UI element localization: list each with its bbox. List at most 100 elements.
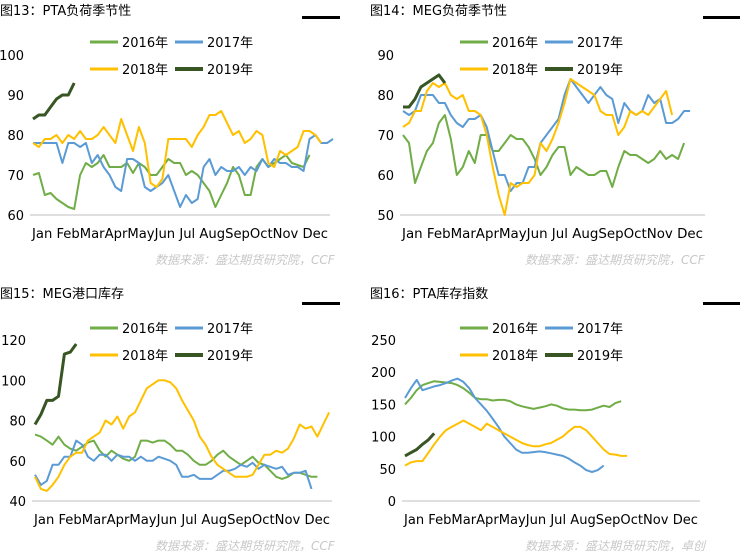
chart-panel-meg-port-stock: 图15：MEG港口库存 40 60 80 100 120 Jan FebMarAprMay… <box>0 283 370 553</box>
series-line-2019 <box>33 343 78 426</box>
series-line-2018 <box>402 78 674 216</box>
y-tick-label: 120 <box>1 334 26 349</box>
x-tick-label: Nov <box>275 513 305 528</box>
y-tick-label: 80 <box>7 129 24 144</box>
legend-label-2019: 2019年 <box>577 63 623 78</box>
y-tick-label: 200 <box>371 366 396 381</box>
line-chart-meg-load: 50 60 70 80 90 Jan FebMarAprMayJun Jul AugSep… <box>377 36 705 242</box>
y-tick-label: 60 <box>9 455 26 470</box>
series-line-2017 <box>402 78 691 192</box>
x-tick-label: Sep <box>225 227 250 242</box>
x-tick-label: Dec <box>305 513 330 528</box>
y-tick-label: 100 <box>1 374 26 389</box>
x-tick-label: Dec <box>673 513 698 528</box>
x-tick-label: Oct <box>624 227 647 242</box>
series-line-2017 <box>34 439 313 490</box>
x-tick-label: Apr <box>105 227 128 242</box>
chart-title: 图16：PTA库存指数 <box>370 287 489 302</box>
x-tick-labels: Jan FebMarAprMayJun Jul AugSepOctNov Dec <box>401 227 703 242</box>
data-source-note: 数据来源：盛达期货研究院，CCF <box>525 253 705 267</box>
legend-label-2017: 2017年 <box>207 36 253 51</box>
x-tick-label: May <box>129 513 157 528</box>
x-tick-label: Oct <box>250 227 273 242</box>
chart-title: 图14：MEG负荷季节性 <box>370 4 508 19</box>
y-tick-label: 90 <box>377 49 394 64</box>
x-tick-label: Jul <box>551 227 572 242</box>
x-tick-label: Jan <box>33 513 58 528</box>
x-tick-label: Aug <box>199 227 225 242</box>
y-tick-label: 100 <box>0 49 24 64</box>
legend-label-2017: 2017年 <box>577 36 623 51</box>
y-tick-label: 80 <box>9 415 26 430</box>
x-tick-label: Jul <box>180 513 201 528</box>
x-tick-label: Feb <box>428 513 451 528</box>
y-tick-label: 90 <box>7 89 24 104</box>
x-tick-label: Feb <box>58 513 81 528</box>
x-tick-label: Jul <box>178 227 199 242</box>
series-line-2018 <box>404 419 627 467</box>
x-tick-label: May <box>499 513 526 528</box>
x-tick-label: Nov <box>643 513 673 528</box>
y-tick-label: 60 <box>377 169 394 184</box>
line-chart-pta-stock-index: 0 50 100 150 200 250 Jan FebMarAprMayJun Jul A… <box>371 322 700 528</box>
x-tick-label: Sep <box>598 227 623 242</box>
x-tick-labels: Jan FebMarAprMayJun Jul AugSepOctNov Dec <box>403 513 698 528</box>
x-tick-label: Jan <box>401 227 427 242</box>
chart-title: 图15：MEG港口库存 <box>0 287 125 302</box>
line-chart-meg-port-stock: 40 60 80 100 120 Jan FebMarAprMayJun Jul AugS… <box>1 322 332 528</box>
x-tick-label: Sep <box>227 513 252 528</box>
legend-label-2016: 2016年 <box>122 36 168 51</box>
x-tick-label: Aug <box>201 513 227 528</box>
legend-label-2017: 2017年 <box>577 322 623 337</box>
data-source-note: 数据来源：盛达期货研究院，CCF <box>155 253 335 267</box>
x-tick-label: Dec <box>677 227 703 242</box>
y-tick-label: 150 <box>371 398 396 413</box>
x-tick-label: Mar <box>451 513 476 528</box>
x-tick-label: Jul <box>549 513 570 528</box>
x-tick-label: Jun <box>156 513 182 528</box>
chart-panel-pta-stock-index: 图16：PTA库存指数 0 50 100 150 200 250 Jan FebMarApr… <box>370 283 740 553</box>
data-source-note: 数据来源：盛达期货研究院，卓创 <box>525 539 706 553</box>
series-line-2017 <box>404 377 605 473</box>
series-line-2018 <box>34 379 330 492</box>
series-line-2019 <box>32 82 76 121</box>
series-line-2016 <box>402 114 686 188</box>
x-tick-label: Jan <box>403 513 428 528</box>
x-tick-label: Mar <box>82 513 107 528</box>
legend-label-2018: 2018年 <box>122 349 168 364</box>
chart-title: 图13：PTA负荷季节性 <box>0 4 132 19</box>
legend-label-2019: 2019年 <box>577 349 623 364</box>
legend-label-2017: 2017年 <box>207 322 253 337</box>
y-tick-label: 50 <box>377 209 394 224</box>
legend-label-2019: 2019年 <box>207 349 253 364</box>
legend-label-2016: 2016年 <box>492 322 538 337</box>
x-tick-label: Mar <box>451 227 477 242</box>
y-tick-label: 40 <box>9 495 26 510</box>
legend-label-2018: 2018年 <box>492 349 538 364</box>
x-tick-label: Jun <box>525 513 551 528</box>
x-tick-labels: Jan FebMarAprMayJun Jul AugSepOctNov Dec <box>33 513 330 528</box>
data-source-note: 数据来源：盛达期货研究院，CCF <box>155 539 335 553</box>
y-tick-label: 80 <box>377 89 394 104</box>
chart-panel-pta-load: 图13：PTA负荷季节性 60 70 80 90 100 Jan FebMarAprMay… <box>0 0 370 277</box>
title-rule <box>703 16 740 19</box>
x-tick-label: Apr <box>476 513 499 528</box>
x-tick-label: May <box>127 227 155 242</box>
series-line-2016 <box>404 380 622 412</box>
series-line-2019 <box>404 432 436 458</box>
x-tick-label: Apr <box>107 513 130 528</box>
y-tick-label: 50 <box>379 463 396 478</box>
legend-label-2019: 2019年 <box>207 63 253 78</box>
legend-label-2018: 2018年 <box>122 63 168 78</box>
title-rule <box>302 16 340 19</box>
y-tick-label: 250 <box>371 334 396 349</box>
chart-panel-meg-load: 图14：MEG负荷季节性 50 60 70 80 90 Jan FebMarAprMayJ… <box>370 0 740 277</box>
y-tick-label: 70 <box>377 129 394 144</box>
line-chart-pta-load: 60 70 80 90 100 Jan FebMarAprMayJun Jul AugSe… <box>0 36 334 242</box>
y-tick-label: 70 <box>7 169 24 184</box>
x-tick-label: Mar <box>80 227 105 242</box>
y-tick-label: 0 <box>388 495 396 510</box>
x-tick-labels: Jan FebMarAprMayJun Jul AugSepOctNov Dec <box>31 227 328 242</box>
x-tick-label: Apr <box>476 227 500 242</box>
x-tick-label: May <box>499 227 527 242</box>
